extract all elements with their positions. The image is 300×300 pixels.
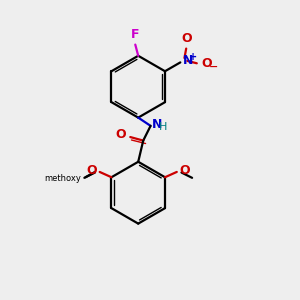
Text: O: O xyxy=(116,128,126,141)
Text: methoxy: methoxy xyxy=(44,174,81,183)
Text: −: − xyxy=(208,62,218,72)
Text: N: N xyxy=(152,118,162,131)
Text: F: F xyxy=(131,28,140,41)
Text: N: N xyxy=(183,54,193,68)
Text: O: O xyxy=(202,57,212,70)
Text: O: O xyxy=(87,164,97,177)
Text: +: + xyxy=(189,52,198,62)
Text: O: O xyxy=(179,164,190,177)
Text: O: O xyxy=(181,32,191,45)
Text: H: H xyxy=(159,122,167,132)
